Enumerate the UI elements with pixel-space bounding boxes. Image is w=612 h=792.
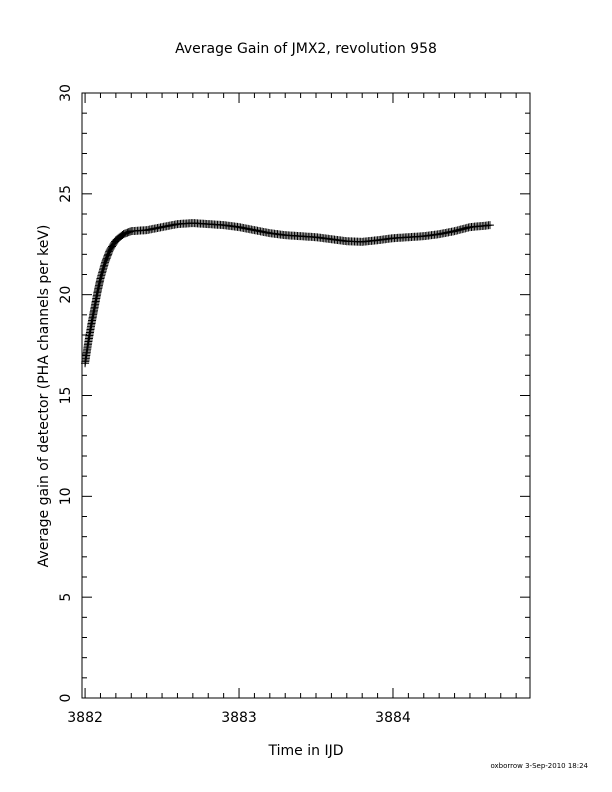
y-tick-label: 30 bbox=[58, 84, 74, 102]
y-tick-label: 20 bbox=[58, 286, 74, 304]
y-tick-label: 25 bbox=[58, 185, 74, 203]
x-tick-label: 3883 bbox=[221, 710, 257, 726]
y-axis-label: Average gain of detector (PHA channels p… bbox=[36, 225, 52, 568]
data-point bbox=[485, 221, 494, 230]
y-tick-label: 5 bbox=[58, 593, 74, 602]
x-tick-label: 3882 bbox=[67, 710, 103, 726]
y-tick-label: 15 bbox=[58, 387, 74, 405]
y-tick-label: 0 bbox=[58, 694, 74, 703]
major-ticks bbox=[82, 92, 530, 699]
x-tick-labels: 3882 3883 3884 bbox=[67, 710, 411, 726]
y-tick-labels: 0 5 10 15 20 25 30 bbox=[58, 84, 74, 702]
x-axis-label: Time in IJD bbox=[268, 743, 344, 759]
y-tick-label: 10 bbox=[58, 487, 74, 505]
x-tick-label: 3884 bbox=[375, 710, 411, 726]
footer-credit: oxborrow 3-Sep-2010 18:24 bbox=[490, 762, 588, 770]
data-points bbox=[81, 219, 494, 368]
chart-title: Average Gain of JMX2, revolution 958 bbox=[175, 41, 437, 57]
minor-ticks bbox=[82, 93, 530, 698]
plot-frame bbox=[81, 92, 531, 699]
